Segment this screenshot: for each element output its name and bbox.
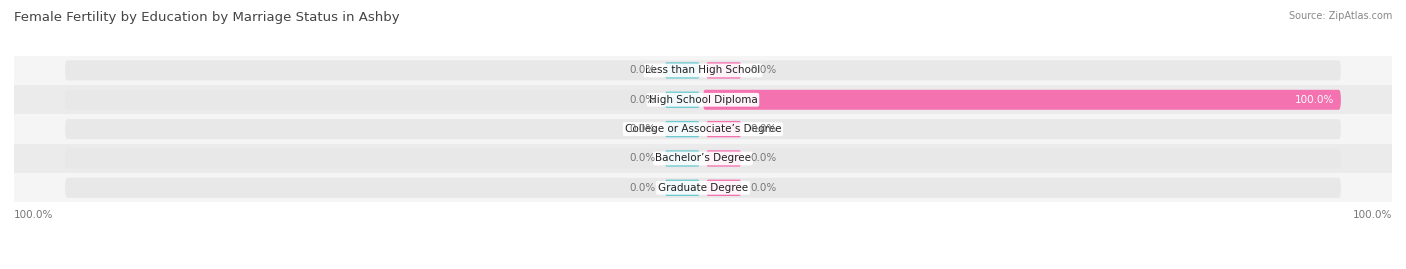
Text: 0.0%: 0.0% xyxy=(628,154,655,164)
Text: 0.0%: 0.0% xyxy=(628,65,655,75)
FancyBboxPatch shape xyxy=(14,114,1392,144)
Text: 0.0%: 0.0% xyxy=(751,183,778,193)
FancyBboxPatch shape xyxy=(706,180,741,196)
Text: Bachelor’s Degree: Bachelor’s Degree xyxy=(655,154,751,164)
FancyBboxPatch shape xyxy=(14,173,1392,203)
Text: 0.0%: 0.0% xyxy=(751,65,778,75)
Text: 0.0%: 0.0% xyxy=(628,183,655,193)
FancyBboxPatch shape xyxy=(65,178,1341,198)
Text: 100.0%: 100.0% xyxy=(14,210,53,220)
FancyBboxPatch shape xyxy=(14,85,1392,114)
Text: High School Diploma: High School Diploma xyxy=(648,95,758,105)
FancyBboxPatch shape xyxy=(706,91,741,108)
Text: Source: ZipAtlas.com: Source: ZipAtlas.com xyxy=(1288,11,1392,21)
Text: 100.0%: 100.0% xyxy=(1295,95,1334,105)
FancyBboxPatch shape xyxy=(65,148,1341,168)
FancyBboxPatch shape xyxy=(14,56,1392,85)
FancyBboxPatch shape xyxy=(706,62,741,79)
Text: Less than High School: Less than High School xyxy=(645,65,761,75)
FancyBboxPatch shape xyxy=(14,144,1392,173)
FancyBboxPatch shape xyxy=(665,62,700,79)
FancyBboxPatch shape xyxy=(65,119,1341,139)
Text: 0.0%: 0.0% xyxy=(628,95,655,105)
Text: Female Fertility by Education by Marriage Status in Ashby: Female Fertility by Education by Marriag… xyxy=(14,11,399,24)
FancyBboxPatch shape xyxy=(703,90,1341,110)
Legend: Married, Unmarried: Married, Unmarried xyxy=(621,268,785,269)
Text: 100.0%: 100.0% xyxy=(1353,210,1392,220)
FancyBboxPatch shape xyxy=(65,61,1341,80)
Text: 0.0%: 0.0% xyxy=(628,124,655,134)
FancyBboxPatch shape xyxy=(65,90,1341,110)
FancyBboxPatch shape xyxy=(706,121,741,137)
FancyBboxPatch shape xyxy=(665,121,700,137)
Text: 0.0%: 0.0% xyxy=(751,124,778,134)
Text: 0.0%: 0.0% xyxy=(751,154,778,164)
FancyBboxPatch shape xyxy=(665,180,700,196)
FancyBboxPatch shape xyxy=(706,150,741,167)
FancyBboxPatch shape xyxy=(665,150,700,167)
FancyBboxPatch shape xyxy=(665,91,700,108)
Text: College or Associate’s Degree: College or Associate’s Degree xyxy=(624,124,782,134)
Text: Graduate Degree: Graduate Degree xyxy=(658,183,748,193)
